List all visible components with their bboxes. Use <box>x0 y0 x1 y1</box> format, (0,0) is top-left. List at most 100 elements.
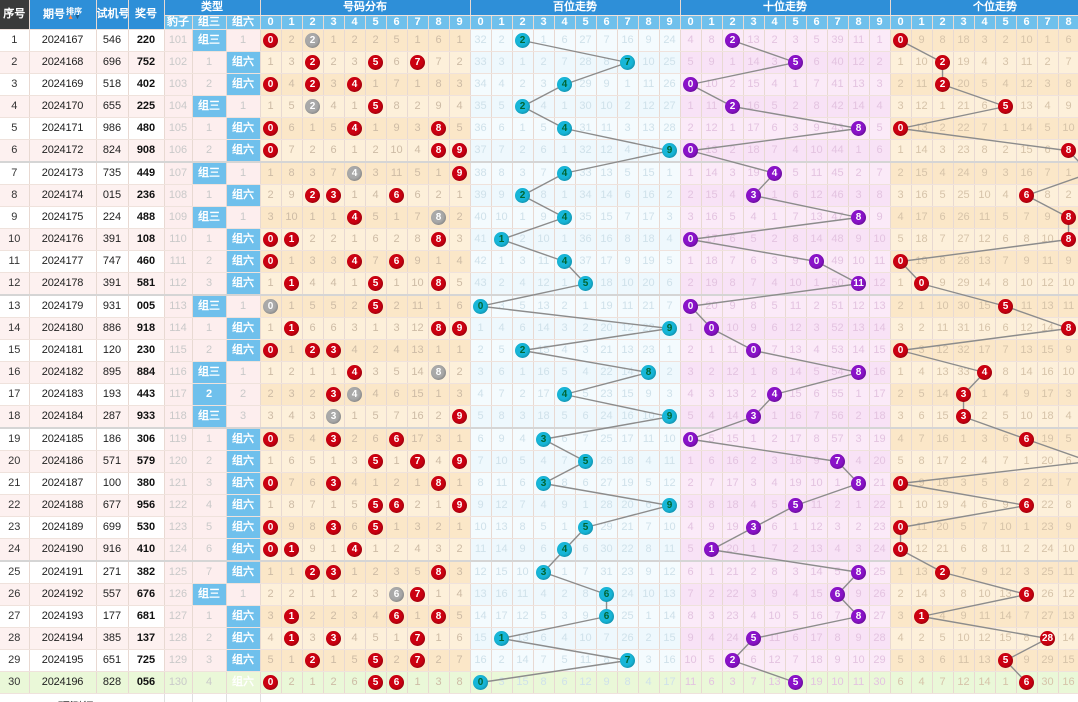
row-period[interactable]: 2024186 <box>29 450 97 473</box>
bai-cell-9[interactable]: 2 <box>659 184 681 207</box>
shi-cell-7[interactable]: 57 <box>827 427 849 451</box>
subheader-type-2[interactable]: 组六 <box>226 15 261 30</box>
bai-cell-4[interactable]: 1 <box>554 228 576 251</box>
bai-cell-7[interactable]: 3 <box>617 117 639 140</box>
bai-cell-4[interactable]: 4 <box>554 339 576 362</box>
bai-cell-6[interactable]: 19 <box>596 294 618 318</box>
bai-cell-5[interactable]: 30 <box>575 95 597 118</box>
shi-cell-8[interactable]: 3 <box>848 184 870 207</box>
shi-cell-5[interactable]: 18 <box>785 450 807 473</box>
shi-cell-5[interactable]: 1 <box>785 73 807 96</box>
shi-cell-7[interactable]: 56 <box>827 405 849 429</box>
dist-cell-1[interactable]: 1 <box>281 605 303 628</box>
ge-cell-0[interactable]: 0 <box>890 250 912 273</box>
bai-cell-2[interactable]: 6 <box>512 317 534 340</box>
ge-cell-6[interactable]: 11 <box>1016 51 1038 74</box>
bai-cell-7[interactable]: 26 <box>617 627 639 650</box>
subheader-dist-2[interactable]: 2 <box>302 15 324 30</box>
shi-cell-5[interactable]: 3 <box>785 117 807 140</box>
bai-cell-6[interactable]: 18 <box>596 272 618 296</box>
shi-cell-8[interactable]: 13 <box>848 73 870 96</box>
shi-cell-2[interactable]: 20 <box>722 538 744 562</box>
ge-cell-3[interactable]: 3 <box>953 405 975 429</box>
dist-cell-9[interactable]: 1 <box>449 427 471 451</box>
ge-cell-1[interactable]: 17 <box>911 206 933 229</box>
bai-cell-6[interactable]: 12 <box>596 139 618 163</box>
dist-cell-8[interactable]: 6 <box>428 29 450 52</box>
subheader-type-1[interactable]: 组三 <box>192 15 227 30</box>
bai-cell-3[interactable]: 6 <box>533 627 555 650</box>
dist-cell-2[interactable]: 2 <box>302 383 324 406</box>
ge-cell-6[interactable]: 9 <box>1016 250 1038 273</box>
bai-cell-6[interactable]: 7 <box>596 29 618 52</box>
dist-cell-2[interactable]: 2 <box>302 139 324 163</box>
bai-cell-3[interactable]: 3 <box>533 73 555 96</box>
bai-cell-1[interactable]: 3 <box>491 294 513 318</box>
bai-cell-1[interactable]: 4 <box>491 317 513 340</box>
bai-cell-3[interactable]: 12 <box>533 272 555 296</box>
ge-cell-2[interactable]: 2 <box>932 117 954 140</box>
dist-cell-6[interactable]: 7 <box>386 73 408 96</box>
dist-cell-8[interactable]: 8 <box>428 317 450 340</box>
dist-cell-8[interactable]: 2 <box>428 405 450 429</box>
bai-cell-3[interactable]: 10 <box>533 228 555 251</box>
row-period[interactable]: 2024185 <box>29 427 97 451</box>
dist-cell-8[interactable]: 8 <box>428 206 450 229</box>
shi-cell-2[interactable]: 4 <box>722 184 744 207</box>
ge-cell-5[interactable]: 6 <box>995 228 1017 251</box>
ge-cell-0[interactable]: 4 <box>890 627 912 650</box>
shi-cell-4[interactable]: 7 <box>764 339 786 362</box>
bai-cell-9[interactable]: 12 <box>659 560 681 584</box>
bai-cell-5[interactable]: 6 <box>575 472 597 495</box>
dist-cell-8[interactable]: 3 <box>428 671 450 694</box>
shi-cell-0[interactable]: 1 <box>680 95 702 118</box>
bai-cell-2[interactable]: 9 <box>512 538 534 562</box>
table-row[interactable]: 7 2024173 735 449 107 组三 1 1 8 3 7 4 3 11 5 1 9 38 8 3 7 4 33 1… <box>0 161 1078 185</box>
bai-cell-6[interactable]: 15 <box>596 206 618 229</box>
ge-cell-3[interactable]: 10 <box>953 627 975 650</box>
bai-cell-6[interactable]: 29 <box>596 516 618 539</box>
bai-cell-1[interactable]: 2 <box>491 29 513 52</box>
ge-cell-0[interactable]: 0 <box>890 339 912 362</box>
bai-cell-0[interactable]: 41 <box>470 228 492 251</box>
bai-cell-8[interactable]: 5 <box>638 472 660 495</box>
bai-cell-9[interactable]: 17 <box>659 671 681 694</box>
dist-cell-3[interactable]: 2 <box>323 671 345 694</box>
shi-cell-6[interactable]: 3 <box>806 317 828 340</box>
ge-cell-1[interactable]: 13 <box>911 117 933 140</box>
bai-cell-5[interactable]: 12 <box>575 671 597 694</box>
shi-cell-0[interactable]: 2 <box>680 472 702 495</box>
ge-cell-6[interactable]: 6 <box>1016 184 1038 207</box>
bai-cell-5[interactable]: 5 <box>575 272 597 296</box>
table-row[interactable]: 6 2024172 824 908 106 2 组六 0 7 2 6 1 2 10 4 8 9 37 7 2 6 1 32 1… <box>0 139 1078 163</box>
ge-cell-0[interactable]: 5 <box>890 228 912 251</box>
ge-cell-0[interactable]: 1 <box>890 272 912 296</box>
bai-cell-4[interactable]: 1 <box>554 516 576 539</box>
bai-cell-6[interactable]: 13 <box>596 161 618 185</box>
dist-cell-0[interactable]: 1 <box>260 361 282 384</box>
shi-cell-0[interactable]: 8 <box>680 605 702 628</box>
ge-cell-7[interactable]: 24 <box>1037 538 1059 562</box>
bai-cell-0[interactable]: 6 <box>470 427 492 451</box>
table-row[interactable]: 15 2024181 120 230 115 2 组六 0 1 2 3 4 2 4 13 1 1 2 5 2 15 4 3 2… <box>0 339 1078 362</box>
shi-cell-4[interactable]: 2 <box>764 427 786 451</box>
dist-cell-6[interactable]: 6 <box>386 605 408 628</box>
ge-cell-0[interactable]: 1 <box>890 560 912 584</box>
ge-cell-6[interactable]: 8 <box>1016 228 1038 251</box>
dist-cell-3[interactable]: 1 <box>323 649 345 672</box>
shi-cell-0[interactable]: 5 <box>680 51 702 74</box>
shi-cell-6[interactable]: 6 <box>806 51 828 74</box>
dist-cell-2[interactable]: 3 <box>302 627 324 650</box>
dist-cell-2[interactable]: 1 <box>302 671 324 694</box>
shi-cell-7[interactable]: 46 <box>827 184 849 207</box>
shi-cell-4[interactable]: 4 <box>764 272 786 296</box>
ge-cell-7[interactable]: 22 <box>1037 494 1059 517</box>
bai-cell-6[interactable]: 16 <box>596 228 618 251</box>
row-period[interactable]: 2024187 <box>29 472 97 495</box>
table-row[interactable]: 22 2024188 677 956 122 4 组六 1 8 7 1 5 5 6 2 1 9 9 12 7 4 9 1 28… <box>0 494 1078 517</box>
dist-cell-7[interactable]: 1 <box>407 29 429 52</box>
ge-cell-7[interactable]: 5 <box>1037 117 1059 140</box>
col-header-period[interactable]: 期号排序 ▲▼ <box>29 0 97 30</box>
bai-cell-8[interactable]: 4 <box>638 450 660 473</box>
ge-cell-5[interactable]: 8 <box>995 361 1017 384</box>
